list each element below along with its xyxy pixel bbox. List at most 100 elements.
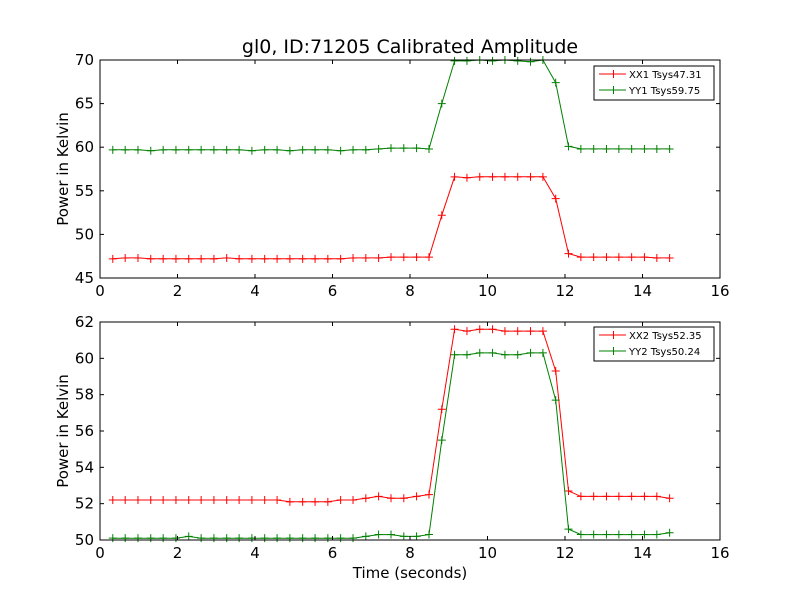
top-y-tick-label: 60 [75, 138, 94, 156]
bottom-data-point-yy2 [589, 530, 598, 539]
top-y-tick-label: 50 [75, 225, 94, 243]
top-data-point-yy1 [323, 145, 332, 154]
top-legend-marker-xx1 [609, 70, 618, 78]
top-x-tick-label: 6 [328, 282, 338, 300]
bottom-data-point-xx2 [323, 497, 332, 506]
top-y-tick-label: 65 [75, 95, 94, 113]
bottom-x-tick-label: 4 [250, 544, 260, 562]
bottom-y-tick-label: 58 [75, 386, 94, 404]
top-data-point-yy1 [450, 56, 459, 65]
top-x-tick-label: 14 [633, 282, 652, 300]
top-data-point-yy1 [260, 145, 269, 154]
bottom-data-point-xx2 [627, 492, 636, 501]
top-data-point-xx1 [462, 173, 471, 182]
bottom-data-point-yy2 [412, 532, 421, 541]
top-data-point-xx1 [513, 172, 522, 181]
top-data-point-xx1 [197, 254, 206, 263]
top-data-point-xx1 [412, 253, 421, 262]
top-data-point-yy1 [488, 56, 497, 65]
bottom-data-point-yy2 [640, 530, 649, 539]
bottom-data-point-yy2 [437, 436, 446, 445]
bottom-data-point-yy2 [488, 348, 497, 357]
bottom-data-point-yy2 [665, 528, 674, 537]
bottom-y-tick-label: 60 [75, 349, 94, 367]
top-data-point-yy1 [247, 146, 256, 155]
bottom-data-point-xx2 [500, 327, 509, 336]
top-data-point-xx1 [488, 172, 497, 181]
bottom-data-point-xx2 [260, 496, 269, 505]
top-data-point-yy1 [551, 78, 560, 87]
top-data-point-xx1 [424, 253, 433, 262]
top-data-point-yy1 [235, 145, 244, 154]
top-data-point-yy1 [424, 144, 433, 153]
bottom-y-tick-label: 52 [75, 495, 94, 513]
top-data-point-xx1 [640, 253, 649, 262]
top-data-point-xx1 [298, 254, 307, 263]
top-data-point-yy1 [374, 144, 383, 153]
bottom-data-point-yy2 [159, 534, 168, 543]
bottom-data-point-xx2 [133, 496, 142, 505]
bottom-data-point-xx2 [197, 496, 206, 505]
bottom-data-point-yy2 [311, 534, 320, 543]
top-y-tick-label: 45 [75, 269, 94, 287]
x-axis-label: Time (seconds) [352, 564, 468, 582]
bottom-data-point-yy2 [450, 350, 459, 359]
bottom-x-tick-label: 6 [328, 544, 338, 562]
bottom-plot-ticks: 0 2 4 6 8 10 12 14 16 50 52 54 56 58 60 62 [75, 313, 730, 562]
bottom-legend-marker-xx2 [609, 331, 618, 339]
top-data-point-yy1 [412, 144, 421, 153]
bottom-data-point-yy2 [171, 534, 180, 543]
top-y-axis-label: Power in Kelvin [54, 112, 72, 226]
top-data-point-xx1 [589, 253, 598, 262]
chart-title: gl0, ID:71205 Calibrated Amplitude [242, 36, 578, 58]
bottom-data-point-xx2 [361, 494, 370, 503]
bottom-data-point-yy2 [387, 530, 396, 539]
bottom-data-point-yy2 [399, 532, 408, 541]
top-x-tick-label: 4 [250, 282, 260, 300]
top-data-point-xx1 [222, 253, 231, 262]
bottom-data-point-yy2 [133, 534, 142, 543]
top-data-point-yy1 [589, 144, 598, 153]
top-data-point-xx1 [361, 253, 370, 262]
top-data-point-yy1 [285, 146, 294, 155]
bottom-data-point-yy2 [513, 350, 522, 359]
top-data-point-xx1 [273, 254, 282, 263]
top-data-point-xx1 [146, 254, 155, 263]
top-data-point-yy1 [311, 145, 320, 154]
bottom-data-point-yy2 [209, 534, 218, 543]
bottom-data-point-yy2 [374, 530, 383, 539]
bottom-data-point-yy2 [614, 530, 623, 539]
top-data-point-xx1 [602, 253, 611, 262]
bottom-plot-legend: XX2 Tsys52.35 YY2 Tsys50.24 [593, 326, 715, 362]
bottom-data-point-xx2 [526, 327, 535, 336]
bottom-x-tick-label: 14 [633, 544, 652, 562]
top-data-point-xx1 [311, 254, 320, 263]
top-plot-legend: XX1 Tsys47.31 YY1 Tsys59.75 [593, 65, 715, 101]
bottom-data-point-yy2 [184, 532, 193, 541]
top-data-point-yy1 [513, 56, 522, 65]
top-plot-frame [99, 59, 721, 279]
bottom-data-point-xx2 [576, 492, 585, 501]
top-data-point-xx1 [235, 254, 244, 263]
bottom-data-point-yy2 [538, 348, 547, 357]
top-data-point-yy1 [361, 145, 370, 154]
top-x-tick-label: 2 [173, 282, 183, 300]
bottom-data-point-yy2 [273, 534, 282, 543]
top-data-point-yy1 [640, 144, 649, 153]
bottom-data-point-yy2 [475, 348, 484, 357]
top-data-point-yy1 [222, 145, 231, 154]
bottom-x-tick-label: 16 [710, 544, 729, 562]
bottom-data-point-xx2 [652, 492, 661, 501]
bottom-data-point-xx2 [108, 496, 117, 505]
bottom-data-point-yy2 [500, 350, 509, 359]
top-data-point-xx1 [349, 253, 358, 262]
bottom-x-tick-label: 10 [478, 544, 497, 562]
top-data-point-yy1 [526, 57, 535, 66]
top-legend-label-xx1: XX1 Tsys47.31 [629, 70, 702, 81]
top-data-point-yy1 [437, 99, 446, 108]
bottom-data-point-yy2 [526, 348, 535, 357]
top-data-point-yy1 [627, 144, 636, 153]
bottom-data-point-yy2 [298, 534, 307, 543]
top-data-point-xx1 [387, 253, 396, 262]
top-data-point-yy1 [576, 144, 585, 153]
